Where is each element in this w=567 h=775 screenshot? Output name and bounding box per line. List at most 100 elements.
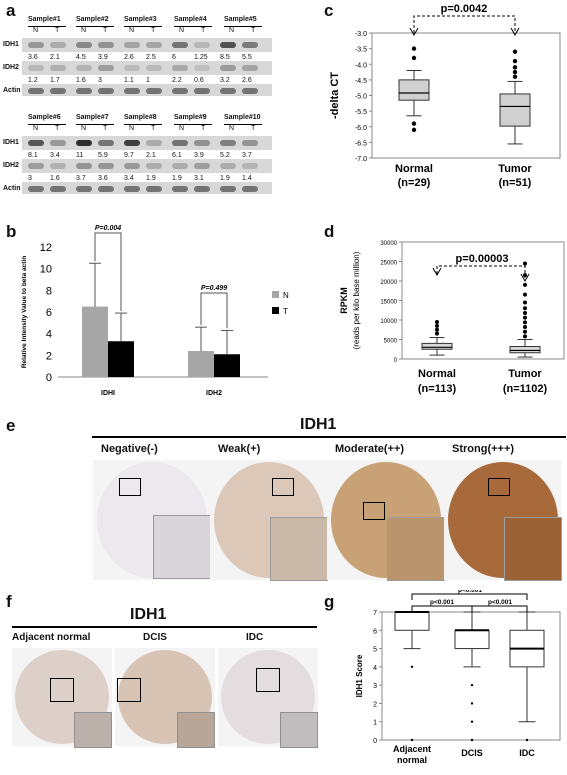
ihc-score-label: Negative(-)	[101, 443, 158, 455]
magnified-inset	[74, 712, 112, 748]
densitometry-value: 1.2	[28, 77, 38, 84]
roi-box	[117, 678, 141, 702]
blot-band	[242, 163, 258, 169]
blot-band	[146, 88, 162, 94]
y-tick-label: 0	[46, 372, 52, 384]
lane-label-t: T	[55, 125, 60, 132]
x-tick-sublabel: (n=29)	[398, 177, 431, 189]
outlier-point	[512, 65, 518, 70]
y-tick-label: -5.5	[355, 109, 367, 116]
panel-letter-c: c	[324, 1, 334, 20]
densitometry-value: 1.25	[194, 54, 208, 61]
densitometry-value: 3.7	[76, 175, 86, 182]
densitometry-value: 1.7	[50, 77, 60, 84]
sample-underline	[76, 26, 114, 27]
sample-underline	[224, 26, 262, 27]
densitometry-value: 5.2	[220, 152, 230, 159]
lane-label-t: T	[103, 27, 108, 34]
y-tick-label: 1	[373, 720, 377, 727]
blot-band	[194, 42, 210, 48]
blot-band	[50, 186, 66, 192]
box	[394, 611, 430, 631]
y-tick-label: 7	[373, 610, 377, 617]
panel-letter-d: d	[324, 222, 335, 241]
blot-band	[28, 88, 44, 94]
blot-band	[194, 186, 210, 192]
magnified-inset	[387, 517, 445, 581]
lane-label-t: T	[151, 27, 156, 34]
y-tick-label: -4.5	[355, 78, 367, 85]
blot-band	[146, 186, 162, 192]
y-tick-label: -6.5	[355, 140, 367, 147]
blot-band	[194, 140, 210, 146]
y-tick-label: 6	[373, 628, 377, 635]
y-tick-label: -3.5	[355, 47, 367, 54]
roi-box	[272, 478, 294, 496]
arrow-head	[510, 27, 520, 37]
p-value-label: P=0.004	[95, 225, 121, 232]
p-value-label: p<0.001	[488, 599, 512, 606]
boxplot-rpkm: 0 5000 10000 15000 20000 25000 30000 RPKM (reads…	[339, 241, 565, 395]
outlier-point	[410, 665, 414, 669]
densitometry-value: 2.6	[124, 54, 134, 61]
outlier-point	[512, 74, 518, 79]
x-tick-label: normal	[397, 755, 427, 765]
y-tick-label: -5.0	[355, 94, 367, 101]
blot-band	[146, 65, 162, 71]
legend-label: T	[283, 307, 288, 316]
lane-label-n: N	[129, 125, 135, 132]
outlier-point	[523, 300, 527, 305]
y-tick-label: 2	[373, 701, 377, 708]
significance-bracket	[411, 593, 528, 600]
panel-letter-a: a	[6, 1, 16, 20]
roi-box	[363, 502, 385, 520]
lane-label-t: T	[103, 125, 108, 132]
densitometry-value: 3.7	[242, 152, 252, 159]
sample-underline	[28, 124, 66, 125]
magnified-inset	[153, 515, 211, 579]
blot-band	[98, 140, 114, 146]
densitometry-value: 3.1	[194, 175, 204, 182]
densitometry-value: 5.9	[98, 152, 108, 159]
significance-bracket	[436, 265, 526, 280]
outlier-point	[523, 320, 527, 325]
densitometry-value: 2.1	[146, 152, 156, 159]
x-tick-sublabel: (n=113)	[418, 383, 457, 395]
densitometry-value: 3.4	[50, 152, 60, 159]
blot-band	[76, 42, 92, 48]
blot-band	[124, 65, 140, 71]
ihc-title: IDH1	[130, 606, 167, 623]
outlier-point	[523, 282, 527, 287]
lane-label-n: N	[81, 27, 87, 34]
y-axis-label: -delta CT	[329, 72, 341, 119]
significance-bracket	[200, 292, 228, 329]
y-tick-label: 30000	[380, 241, 397, 247]
ihc-title: IDH1	[300, 416, 337, 433]
legend-label: N	[283, 291, 289, 300]
y-tick-label: 15000	[380, 300, 397, 306]
densitometry-value: 4.5	[76, 54, 86, 61]
panel-letter-e: e	[6, 416, 16, 435]
outlier-point	[512, 69, 518, 75]
ihc-score-label: Strong(+++)	[452, 443, 515, 455]
blot-band	[146, 163, 162, 169]
y-tick-label: 4	[46, 329, 52, 341]
sample-label: Sample#2	[76, 16, 109, 23]
outlier-point	[512, 49, 518, 54]
blot-band	[194, 65, 210, 71]
lane-label-t: T	[151, 125, 156, 132]
outlier-point	[470, 720, 474, 723]
outlier-point	[523, 329, 527, 334]
sample-label: Sample#10	[224, 114, 261, 121]
blot-band	[220, 65, 236, 71]
y-tick-label: 3	[373, 683, 377, 690]
sample-label: Sample#6	[28, 114, 61, 121]
lane-label-t: T	[201, 27, 206, 34]
blot-band	[242, 42, 258, 48]
blot-band	[98, 42, 114, 48]
outlier-point	[512, 58, 518, 64]
blot-band	[28, 140, 44, 146]
x-tick-label: IDHI	[101, 390, 115, 397]
y-tick-label: 0	[394, 358, 398, 364]
